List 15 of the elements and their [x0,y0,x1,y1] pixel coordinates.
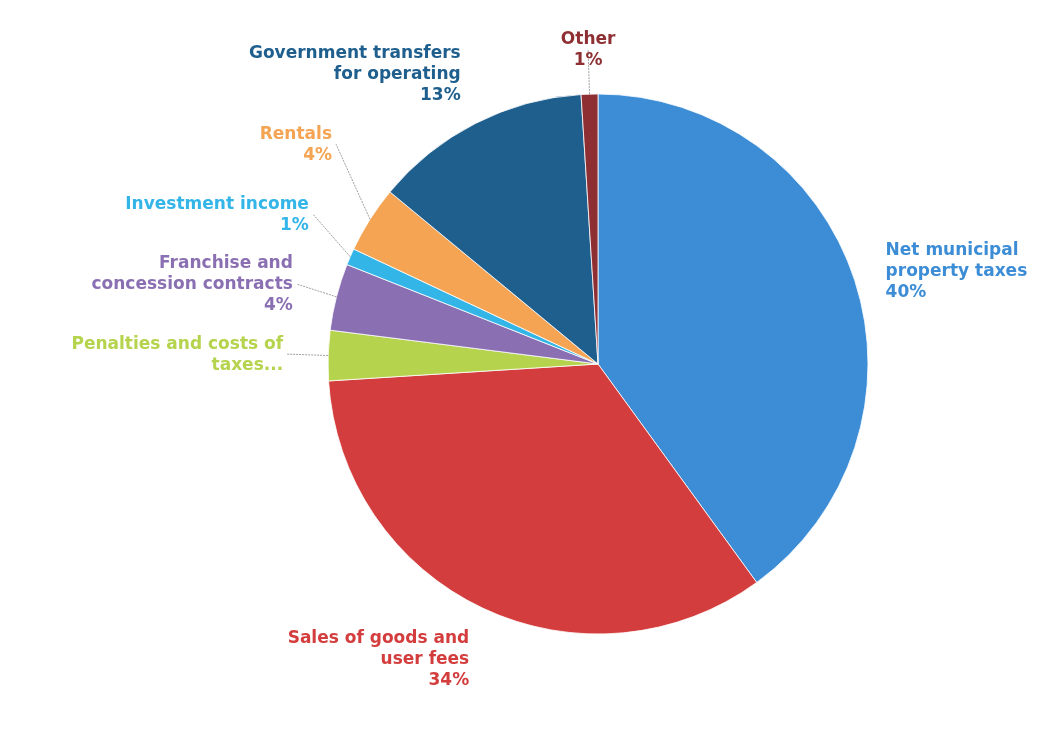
data-label: 34% [428,668,470,689]
data-label: 40% [885,280,927,301]
data-label: 13% [420,83,461,104]
slice-label: Net municipal property taxes [885,238,1028,280]
slice-label: Government transfers for operating [248,41,461,83]
slice-label: Other [560,27,617,48]
slice-label: Investment income [125,192,309,213]
slice-label: Sales of goods and user fees [287,626,470,668]
slice-label: Penalties and costs of taxes... [71,332,284,374]
data-label: 4% [303,143,333,164]
slice-label: Rentals [259,122,333,143]
data-label: 4% [264,294,293,315]
slice-label: Franchise and concession contracts [91,252,293,294]
data-label: 1% [280,213,309,234]
data-label: 1% [573,48,603,69]
